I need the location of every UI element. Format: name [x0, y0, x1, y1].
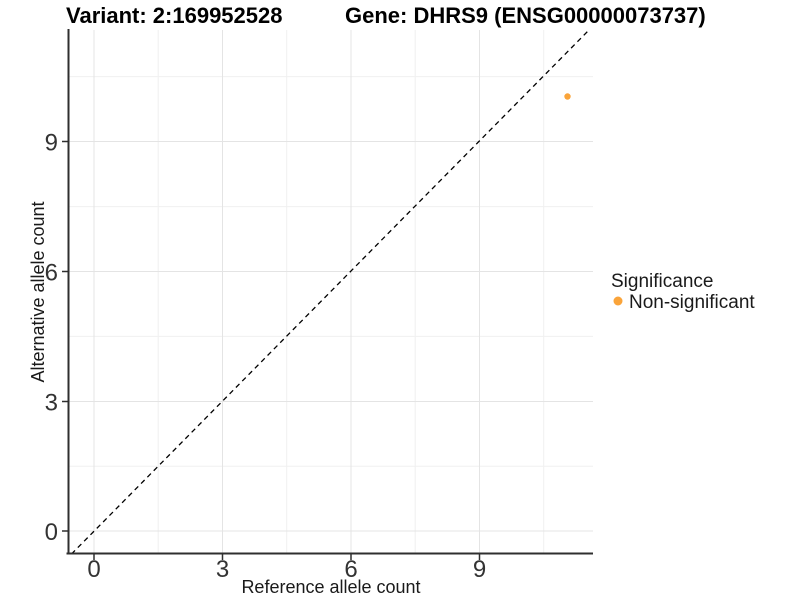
x-tick-labels: 0 3 6 9	[87, 556, 486, 583]
legend-label-non-significant: Non-significant	[629, 292, 755, 313]
y-axis-ticks	[62, 140, 68, 532]
y-tick-label-6: 6	[45, 260, 58, 287]
grid-major	[68, 30, 593, 553]
x-tick-label-6: 6	[344, 556, 357, 583]
y-tick-label-0: 0	[45, 519, 58, 546]
x-tick-label-9: 9	[473, 556, 486, 583]
y-tick-label-3: 3	[45, 390, 58, 417]
plot-title-gene: Gene: DHRS9 (ENSG00000073737)	[345, 3, 706, 28]
legend: Significance Non-significant	[611, 271, 755, 313]
x-axis-ticks	[93, 554, 481, 560]
grid-minor	[68, 30, 593, 553]
plot-title-variant: Variant: 2:169952528	[66, 3, 283, 28]
y-tick-label-9: 9	[45, 130, 58, 157]
y-tick-labels: 0 3 6 9	[45, 130, 58, 547]
data-point-non-significant	[564, 93, 571, 100]
x-tick-label-0: 0	[87, 556, 100, 583]
legend-title: Significance	[611, 271, 713, 292]
x-tick-label-3: 3	[216, 556, 229, 583]
identity-line	[71, 29, 590, 555]
legend-marker-non-significant-icon	[613, 296, 623, 306]
x-axis-title: Reference allele count	[241, 577, 420, 597]
y-axis-title: Alternative allele count	[28, 201, 48, 382]
